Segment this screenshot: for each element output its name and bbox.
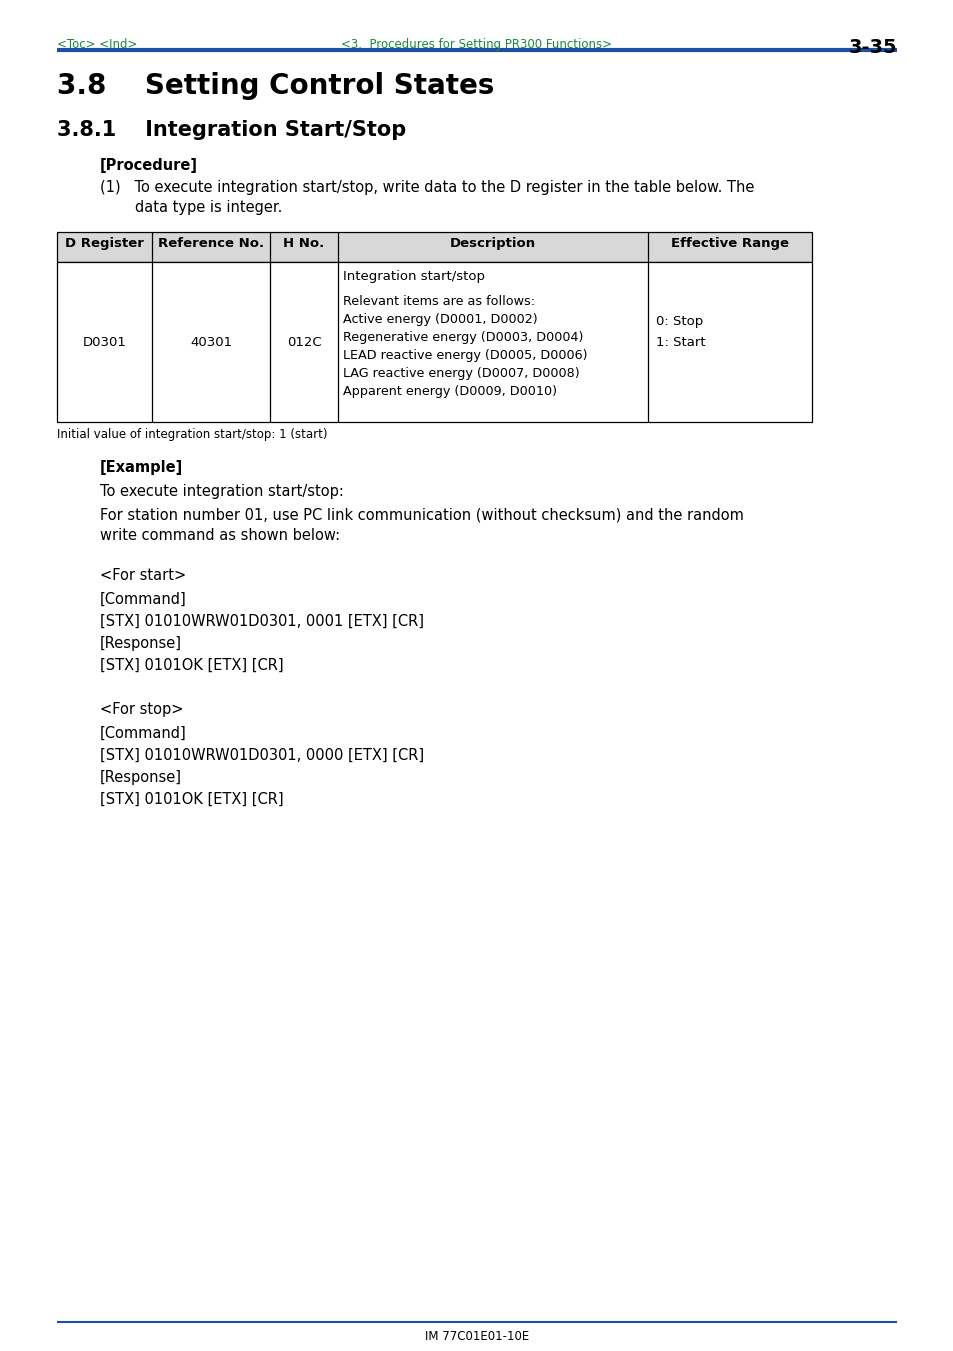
Text: [Response]: [Response] xyxy=(100,770,182,785)
Text: [Command]: [Command] xyxy=(100,592,187,607)
Text: <For start>: <For start> xyxy=(100,567,186,584)
Text: [STX] 0101OK [ETX] [CR]: [STX] 0101OK [ETX] [CR] xyxy=(100,792,283,807)
Text: 3.8    Setting Control States: 3.8 Setting Control States xyxy=(57,72,494,100)
Text: To execute integration start/stop:: To execute integration start/stop: xyxy=(100,484,343,499)
Text: H No.: H No. xyxy=(283,236,324,250)
Text: (1)   To execute integration start/stop, write data to the D register in the tab: (1) To execute integration start/stop, w… xyxy=(100,180,754,195)
Text: data type is integer.: data type is integer. xyxy=(135,200,282,215)
Text: [Procedure]: [Procedure] xyxy=(100,158,198,173)
Bar xyxy=(57,232,811,262)
Text: [STX] 01010WRW01D0301, 0001 [ETX] [CR]: [STX] 01010WRW01D0301, 0001 [ETX] [CR] xyxy=(100,613,423,630)
Text: Initial value of integration start/stop: 1 (start): Initial value of integration start/stop:… xyxy=(57,428,327,440)
Text: [Response]: [Response] xyxy=(100,636,182,651)
Text: 3.8.1    Integration Start/Stop: 3.8.1 Integration Start/Stop xyxy=(57,120,406,141)
Text: For station number 01, use PC link communication (without checksum) and the rand: For station number 01, use PC link commu… xyxy=(100,508,743,523)
Text: <For stop>: <For stop> xyxy=(100,703,183,717)
Text: Relevant items are as follows:
Active energy (D0001, D0002)
Regenerative energy : Relevant items are as follows: Active en… xyxy=(343,295,587,399)
Text: Description: Description xyxy=(450,236,536,250)
Text: <Toc> <Ind>: <Toc> <Ind> xyxy=(57,38,137,51)
Bar xyxy=(57,232,811,262)
Text: [Example]: [Example] xyxy=(100,459,183,476)
Text: 40301: 40301 xyxy=(190,335,232,349)
Text: IM 77C01E01-10E: IM 77C01E01-10E xyxy=(424,1329,529,1343)
Text: <3.  Procedures for Setting PR300 Functions>: <3. Procedures for Setting PR300 Functio… xyxy=(341,38,612,51)
Text: Integration start/stop: Integration start/stop xyxy=(343,270,484,282)
Bar xyxy=(57,262,811,422)
Text: [STX] 0101OK [ETX] [CR]: [STX] 0101OK [ETX] [CR] xyxy=(100,658,283,673)
Text: D Register: D Register xyxy=(65,236,144,250)
Text: write command as shown below:: write command as shown below: xyxy=(100,528,340,543)
Text: D0301: D0301 xyxy=(83,335,127,349)
Text: Effective Range: Effective Range xyxy=(670,236,788,250)
Text: 0: Stop
1: Start: 0: Stop 1: Start xyxy=(656,315,705,349)
Text: [STX] 01010WRW01D0301, 0000 [ETX] [CR]: [STX] 01010WRW01D0301, 0000 [ETX] [CR] xyxy=(100,748,424,763)
Text: [Command]: [Command] xyxy=(100,725,187,740)
Text: Reference No.: Reference No. xyxy=(158,236,264,250)
Text: 012C: 012C xyxy=(287,335,321,349)
Text: 3-35: 3-35 xyxy=(847,38,896,57)
